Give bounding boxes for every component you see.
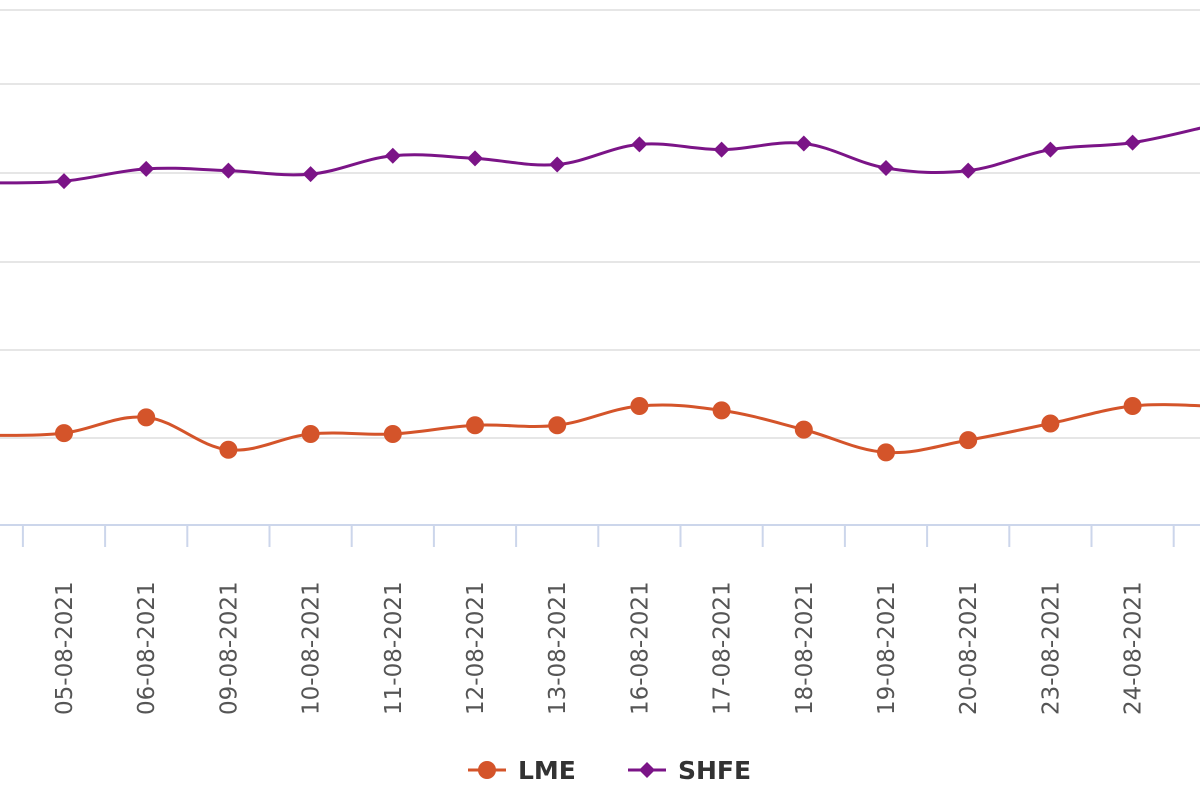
x-tick-label: 18-08-2021 xyxy=(792,581,818,715)
data-point[interactable] xyxy=(794,420,813,439)
data-point[interactable] xyxy=(631,136,648,153)
data-point[interactable] xyxy=(1041,414,1060,433)
data-point[interactable] xyxy=(383,425,402,443)
x-tick-label: 17-08-2021 xyxy=(710,581,736,715)
data-point[interactable] xyxy=(138,160,155,177)
data-point[interactable] xyxy=(55,424,73,443)
data-point[interactable] xyxy=(795,135,812,152)
series-lme xyxy=(0,397,1200,462)
data-point[interactable] xyxy=(466,416,484,435)
data-point[interactable] xyxy=(1123,397,1142,415)
x-tick-label: 19-08-2021 xyxy=(874,581,900,715)
x-tick-label: 10-08-2021 xyxy=(299,581,325,715)
data-point[interactable] xyxy=(548,416,567,435)
x-tick-label: 09-08-2021 xyxy=(216,581,242,715)
data-point[interactable] xyxy=(959,431,978,450)
data-point[interactable] xyxy=(301,425,320,443)
legend-label: LME xyxy=(518,756,576,785)
series-shfe xyxy=(0,126,1200,190)
x-tick-label: 16-08-2021 xyxy=(627,581,653,715)
legend-marker-icon xyxy=(639,762,655,778)
data-point[interactable] xyxy=(878,160,894,176)
legend-label: SHFE xyxy=(678,756,751,785)
gridlines xyxy=(0,9,1200,439)
x-tick-label: 20-08-2021 xyxy=(956,581,982,715)
data-point[interactable] xyxy=(467,150,483,167)
data-point[interactable] xyxy=(1042,141,1059,158)
series-line-shfe xyxy=(0,126,1200,185)
data-point[interactable] xyxy=(1124,134,1141,151)
data-point[interactable] xyxy=(219,440,238,459)
data-point[interactable] xyxy=(302,166,319,183)
x-tick-label: 06-08-2021 xyxy=(134,581,160,715)
x-tick-label: 05-08-2021 xyxy=(52,581,78,715)
data-point[interactable] xyxy=(137,408,156,427)
legend-marker-icon xyxy=(478,761,496,779)
legend-item-shfe[interactable]: SHFE xyxy=(628,756,751,785)
data-point[interactable] xyxy=(220,162,237,179)
data-point[interactable] xyxy=(549,156,566,173)
data-point[interactable] xyxy=(960,162,977,179)
x-tick-label: 24-08-2021 xyxy=(1121,581,1147,715)
data-point[interactable] xyxy=(630,397,649,415)
legend: LME SHFE xyxy=(468,756,751,785)
x-axis: 05-08-2021 06-08-2021 09-08-2021 10-08-2021… xyxy=(0,524,1200,715)
x-tick-label: 13-08-2021 xyxy=(545,581,571,715)
series-line-lme xyxy=(0,403,1200,455)
data-point[interactable] xyxy=(712,401,731,420)
data-point[interactable] xyxy=(877,443,895,462)
series-layer xyxy=(0,126,1200,462)
data-point[interactable] xyxy=(56,173,72,190)
x-tick-label: 11-08-2021 xyxy=(381,581,407,715)
data-point[interactable] xyxy=(384,147,401,164)
legend-item-lme[interactable]: LME xyxy=(468,756,576,785)
x-tick-label: 12-08-2021 xyxy=(463,581,489,715)
x-tick-label: 23-08-2021 xyxy=(1038,581,1064,715)
data-point[interactable] xyxy=(713,141,730,158)
